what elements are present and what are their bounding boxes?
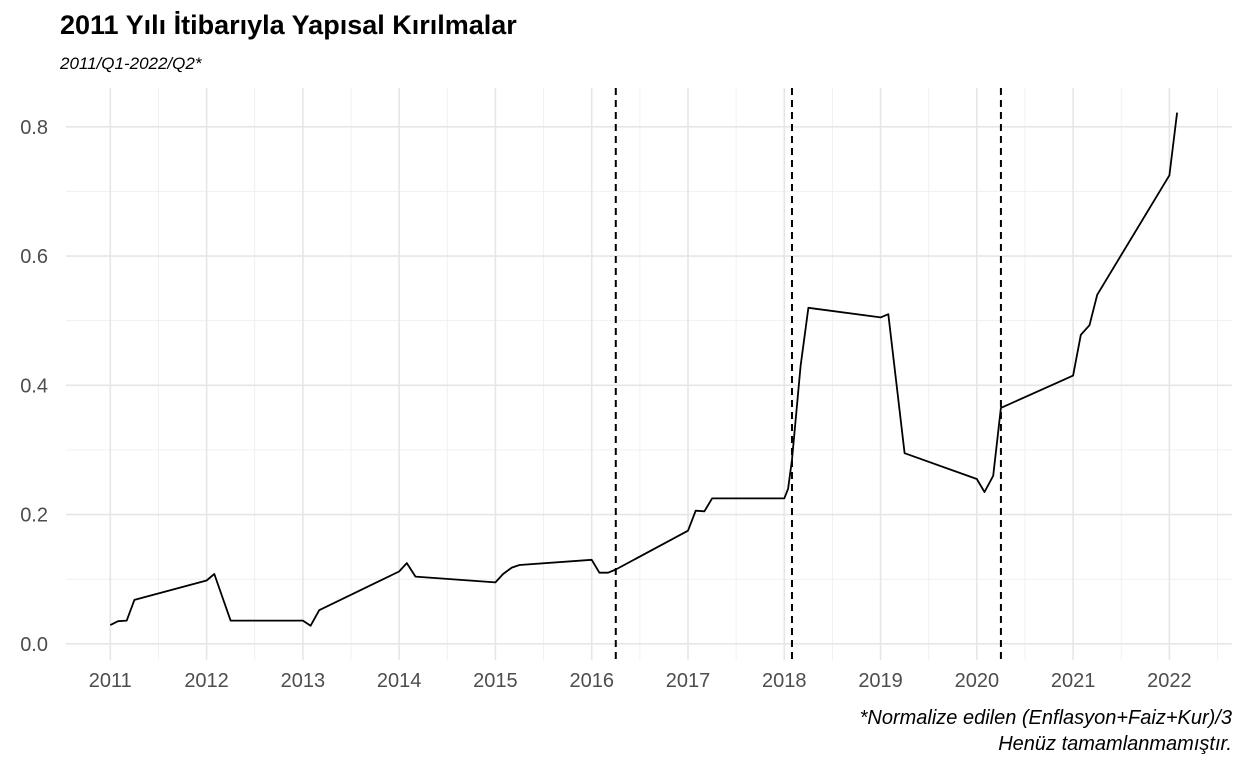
structural-break-lines <box>614 88 1002 660</box>
y-tick-label: 0.6 <box>20 246 48 268</box>
x-tick-label: 2021 <box>1051 670 1096 692</box>
x-axis: 2011 2012 2013 2014 2015 2016 2017 2018 2019 2020… <box>89 670 1192 692</box>
x-tick-label: 2011 <box>89 670 132 692</box>
y-tick-label: 0.8 <box>20 117 48 139</box>
chart-caption: *Normalize edilen (Enflasyon+Faiz+Kur)/3… <box>860 705 1232 757</box>
x-tick-label: 2013 <box>281 670 326 692</box>
x-tick-label: 2015 <box>473 670 518 692</box>
chart-subtitle: 2011/Q1-2022/Q2* <box>60 54 202 73</box>
grid-major <box>66 88 1232 660</box>
x-tick-label: 2014 <box>377 670 422 692</box>
caption-line-1: *Normalize edilen (Enflasyon+Faiz+Kur)/3 <box>859 707 1232 729</box>
y-axis: 0.0 0.2 0.4 0.6 0.8 <box>20 117 48 656</box>
chart-title: 2011 Yılı İtibarıyla Yapısal Kırılmalar <box>60 10 517 40</box>
x-tick-label: 2018 <box>762 670 807 692</box>
series-layer <box>109 112 1178 627</box>
y-tick-label: 0.0 <box>20 634 48 656</box>
x-tick-label: 2020 <box>955 670 1000 692</box>
x-tick-label: 2022 <box>1147 670 1192 692</box>
x-tick-label: 2017 <box>666 670 711 692</box>
x-tick-label: 2012 <box>184 670 229 692</box>
grid-minor <box>66 88 1232 660</box>
x-tick-label: 2019 <box>858 670 903 692</box>
caption-line-2: Henüz tamamlanmamıştır. <box>998 733 1232 755</box>
series-line <box>109 112 1178 627</box>
y-tick-label: 0.4 <box>20 375 48 397</box>
y-tick-label: 0.2 <box>20 505 48 527</box>
x-tick-label: 2016 <box>569 670 614 692</box>
